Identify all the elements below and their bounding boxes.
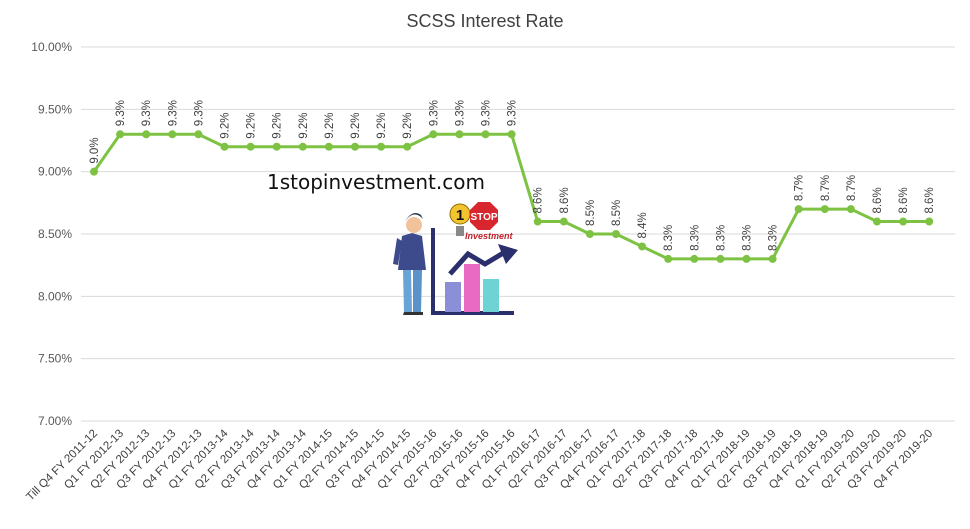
data-point [612,230,620,238]
data-point [664,254,673,263]
y-tick-label: 9.50% [38,102,72,116]
data-label: 9.2% [402,113,414,139]
data-label: 9.3% [115,100,127,126]
data-label: 8.7% [820,175,832,201]
data-label: 9.2% [350,113,362,139]
data-label: 9.3% [481,100,493,126]
data-label: 9.2% [272,113,284,139]
data-label: 8.7% [846,175,858,201]
data-point [507,130,516,139]
watermark: 1stopinvestment.com 1 STOP Inve [267,170,518,315]
data-label: 9.3% [507,100,519,126]
data-label: 8.3% [663,225,675,251]
data-point [794,205,803,214]
watermark-text: 1stopinvestment.com [267,170,485,194]
data-label: 9.3% [454,100,466,126]
data-point [194,130,203,139]
data-label: 9.2% [298,113,310,139]
chart-title: SCSS Interest Rate [406,11,563,31]
data-label: 8.6% [872,187,884,213]
data-point [820,205,829,214]
data-label: 8.6% [898,187,910,213]
data-label: 8.6% [533,187,545,213]
data-point [716,254,725,263]
data-point [220,142,229,151]
logo-tagline: Investment [465,231,514,241]
data-point [351,142,359,151]
data-point [846,205,855,214]
data-point [925,217,934,226]
data-label: 8.3% [742,225,754,251]
investor-figure-icon [393,213,426,315]
data-point [533,217,542,226]
data-label: 9.3% [193,100,205,126]
data-point [559,217,568,226]
data-label: 9.3% [141,100,153,126]
data-point [742,254,751,263]
logo-number: 1 [456,207,464,224]
data-point [585,230,594,238]
data-label: 8.4% [637,212,649,238]
data-label: 8.5% [611,200,623,226]
data-point [298,142,307,151]
data-point [690,254,699,263]
data-point [324,142,333,151]
y-tick-label: 10.00% [31,40,72,54]
y-tick-label: 9.00% [38,165,72,179]
data-labels: 9.0% 9.3% 9.3% 9.3% 9.3% 9.2% 9.2% 9.2% 9.2% 9.2%… [89,100,936,251]
data-point [377,142,386,151]
data-point [455,130,464,139]
data-point [481,130,490,139]
data-point [403,142,412,151]
data-label: 8.3% [689,225,701,251]
y-tick-label: 7.50% [38,352,72,366]
data-point [246,142,255,151]
data-label: 8.5% [585,200,597,226]
data-label: 9.2% [220,113,232,139]
data-label: 8.6% [924,187,936,213]
data-label: 9.2% [246,113,258,139]
data-point [168,130,177,139]
data-label: 9.3% [167,100,179,126]
series-points [90,130,934,263]
logo-word: STOP [470,212,497,223]
data-label: 8.6% [559,187,571,213]
y-tick-label: 7.00% [38,414,72,428]
gridlines [81,46,955,422]
data-point [768,254,777,263]
data-point [429,130,438,139]
data-label: 9.0% [89,137,101,163]
data-label: 9.2% [324,113,336,139]
bar-graph-icon [431,228,518,315]
one-stop-logo: 1 STOP Investment [449,202,514,241]
data-point [116,130,125,139]
data-point [90,167,98,176]
data-point [272,142,281,151]
data-label: 8.3% [715,225,727,251]
data-label: 8.7% [794,175,806,201]
data-point [873,217,881,226]
data-point [899,217,908,226]
y-axis-labels: 7.00% 7.50% 8.00% 8.50% 9.00% 9.50% 10.00% [31,40,72,428]
data-point [638,242,647,251]
y-tick-label: 8.00% [38,289,72,303]
data-label: 9.2% [376,113,388,139]
y-tick-label: 8.50% [38,227,72,241]
data-label: 8.3% [768,225,780,251]
data-point [142,130,151,139]
data-label: 9.3% [428,100,440,126]
